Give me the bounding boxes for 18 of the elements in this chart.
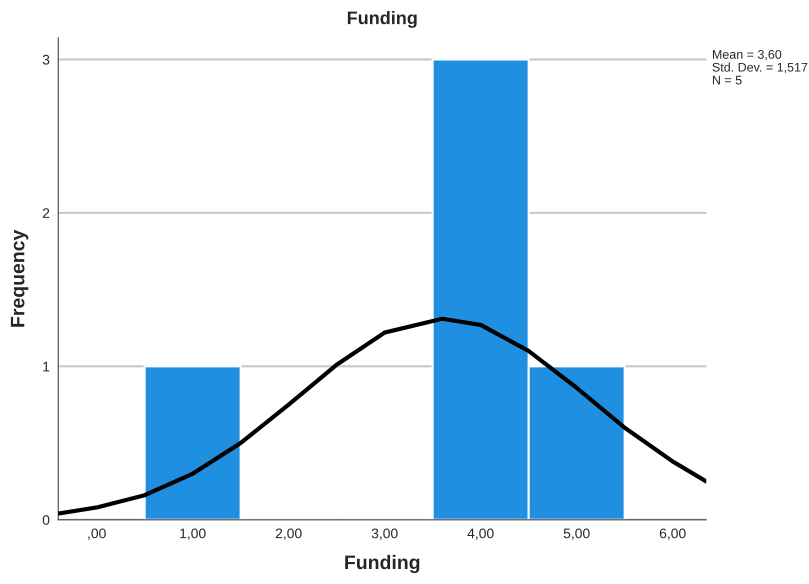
text: N = 5 [712,76,742,85]
x-tick-label: ,00 [88,528,106,540]
y-tick-label: 0 [42,515,50,525]
y-tick-label: 3 [42,54,50,65]
chart-title: Funding [348,10,417,28]
x-tick-label: 1,00 [180,528,206,540]
y-tick-label: 1 [43,362,50,372]
line-series [58,316,706,516]
x-tick-label: 3,00 [372,528,398,540]
x-axis-title: Funding [345,554,420,574]
x-tick-label: 2,00 [276,528,302,540]
text: Mean = 3,60 [712,50,782,60]
text: Std. Dev. = 1,517 [712,62,808,74]
x-tick-label: 6,00 [660,528,686,540]
y-tick-label: 2 [42,208,50,218]
x-tick-label: 5,00 [564,528,590,540]
x-tick-label: 4,00 [467,528,494,540]
y-axis-title: Frequency [10,230,28,327]
